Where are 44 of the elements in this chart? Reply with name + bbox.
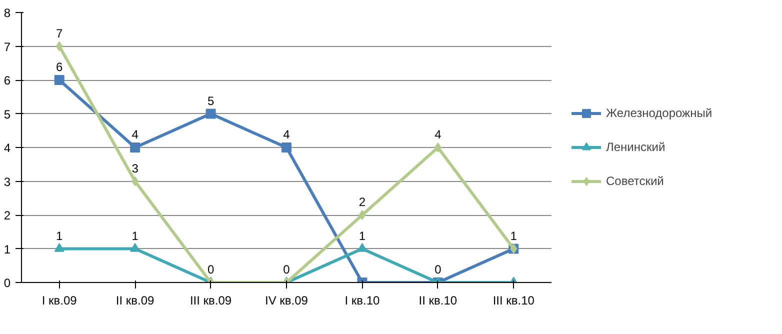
point [206, 108, 216, 119]
data-label: 4 [283, 128, 290, 142]
point [54, 75, 64, 85]
x-tick-label: III кв.09 [190, 294, 232, 308]
x-tick-label: III кв.10 [492, 294, 535, 308]
point [54, 243, 64, 252]
legend-label: Советский [606, 174, 664, 188]
data-label: 0 [207, 262, 214, 276]
data-label: 0 [283, 262, 290, 276]
y-tick-label: 7 [4, 40, 11, 54]
y-tick-label: 0 [4, 276, 11, 290]
data-label: 1 [358, 228, 366, 243]
data-label: 3 [132, 161, 139, 176]
data-label: 1 [132, 228, 139, 243]
x-tick-label: II кв.09 [116, 294, 155, 308]
data-label: 7 [56, 26, 64, 40]
x-tick-label: IV кв.09 [265, 294, 308, 308]
legend-label: Ленинский [606, 140, 666, 154]
point [130, 142, 140, 152]
point [132, 176, 139, 186]
y-tick-label: 2 [4, 208, 11, 222]
x-tick-label: II кв.10 [418, 294, 458, 308]
data-label: 4 [132, 128, 139, 142]
y-tick-label: 1 [4, 242, 11, 256]
data-label: 0 [434, 262, 442, 276]
point [358, 210, 366, 220]
data-label: 5 [207, 94, 214, 108]
y-tick-label: 5 [4, 107, 11, 122]
data-label: 6 [56, 60, 64, 74]
y-tick-label: 6 [4, 74, 11, 88]
data-label: 1 [510, 228, 518, 243]
x-tick-label: I кв.09 [42, 294, 78, 308]
data-label: 1 [56, 228, 64, 243]
y-tick-label: 3 [4, 174, 11, 189]
point [130, 243, 140, 252]
x-tick-label: I кв.10 [344, 294, 380, 308]
point [282, 142, 292, 152]
y-tick-label: 8 [4, 6, 11, 20]
legend-label: Железнодорожный [606, 106, 712, 120]
point [434, 142, 442, 152]
data-label: 2 [358, 195, 366, 209]
data-label: 4 [434, 128, 442, 142]
point [357, 243, 368, 252]
y-tick-label: 4 [4, 141, 11, 155]
